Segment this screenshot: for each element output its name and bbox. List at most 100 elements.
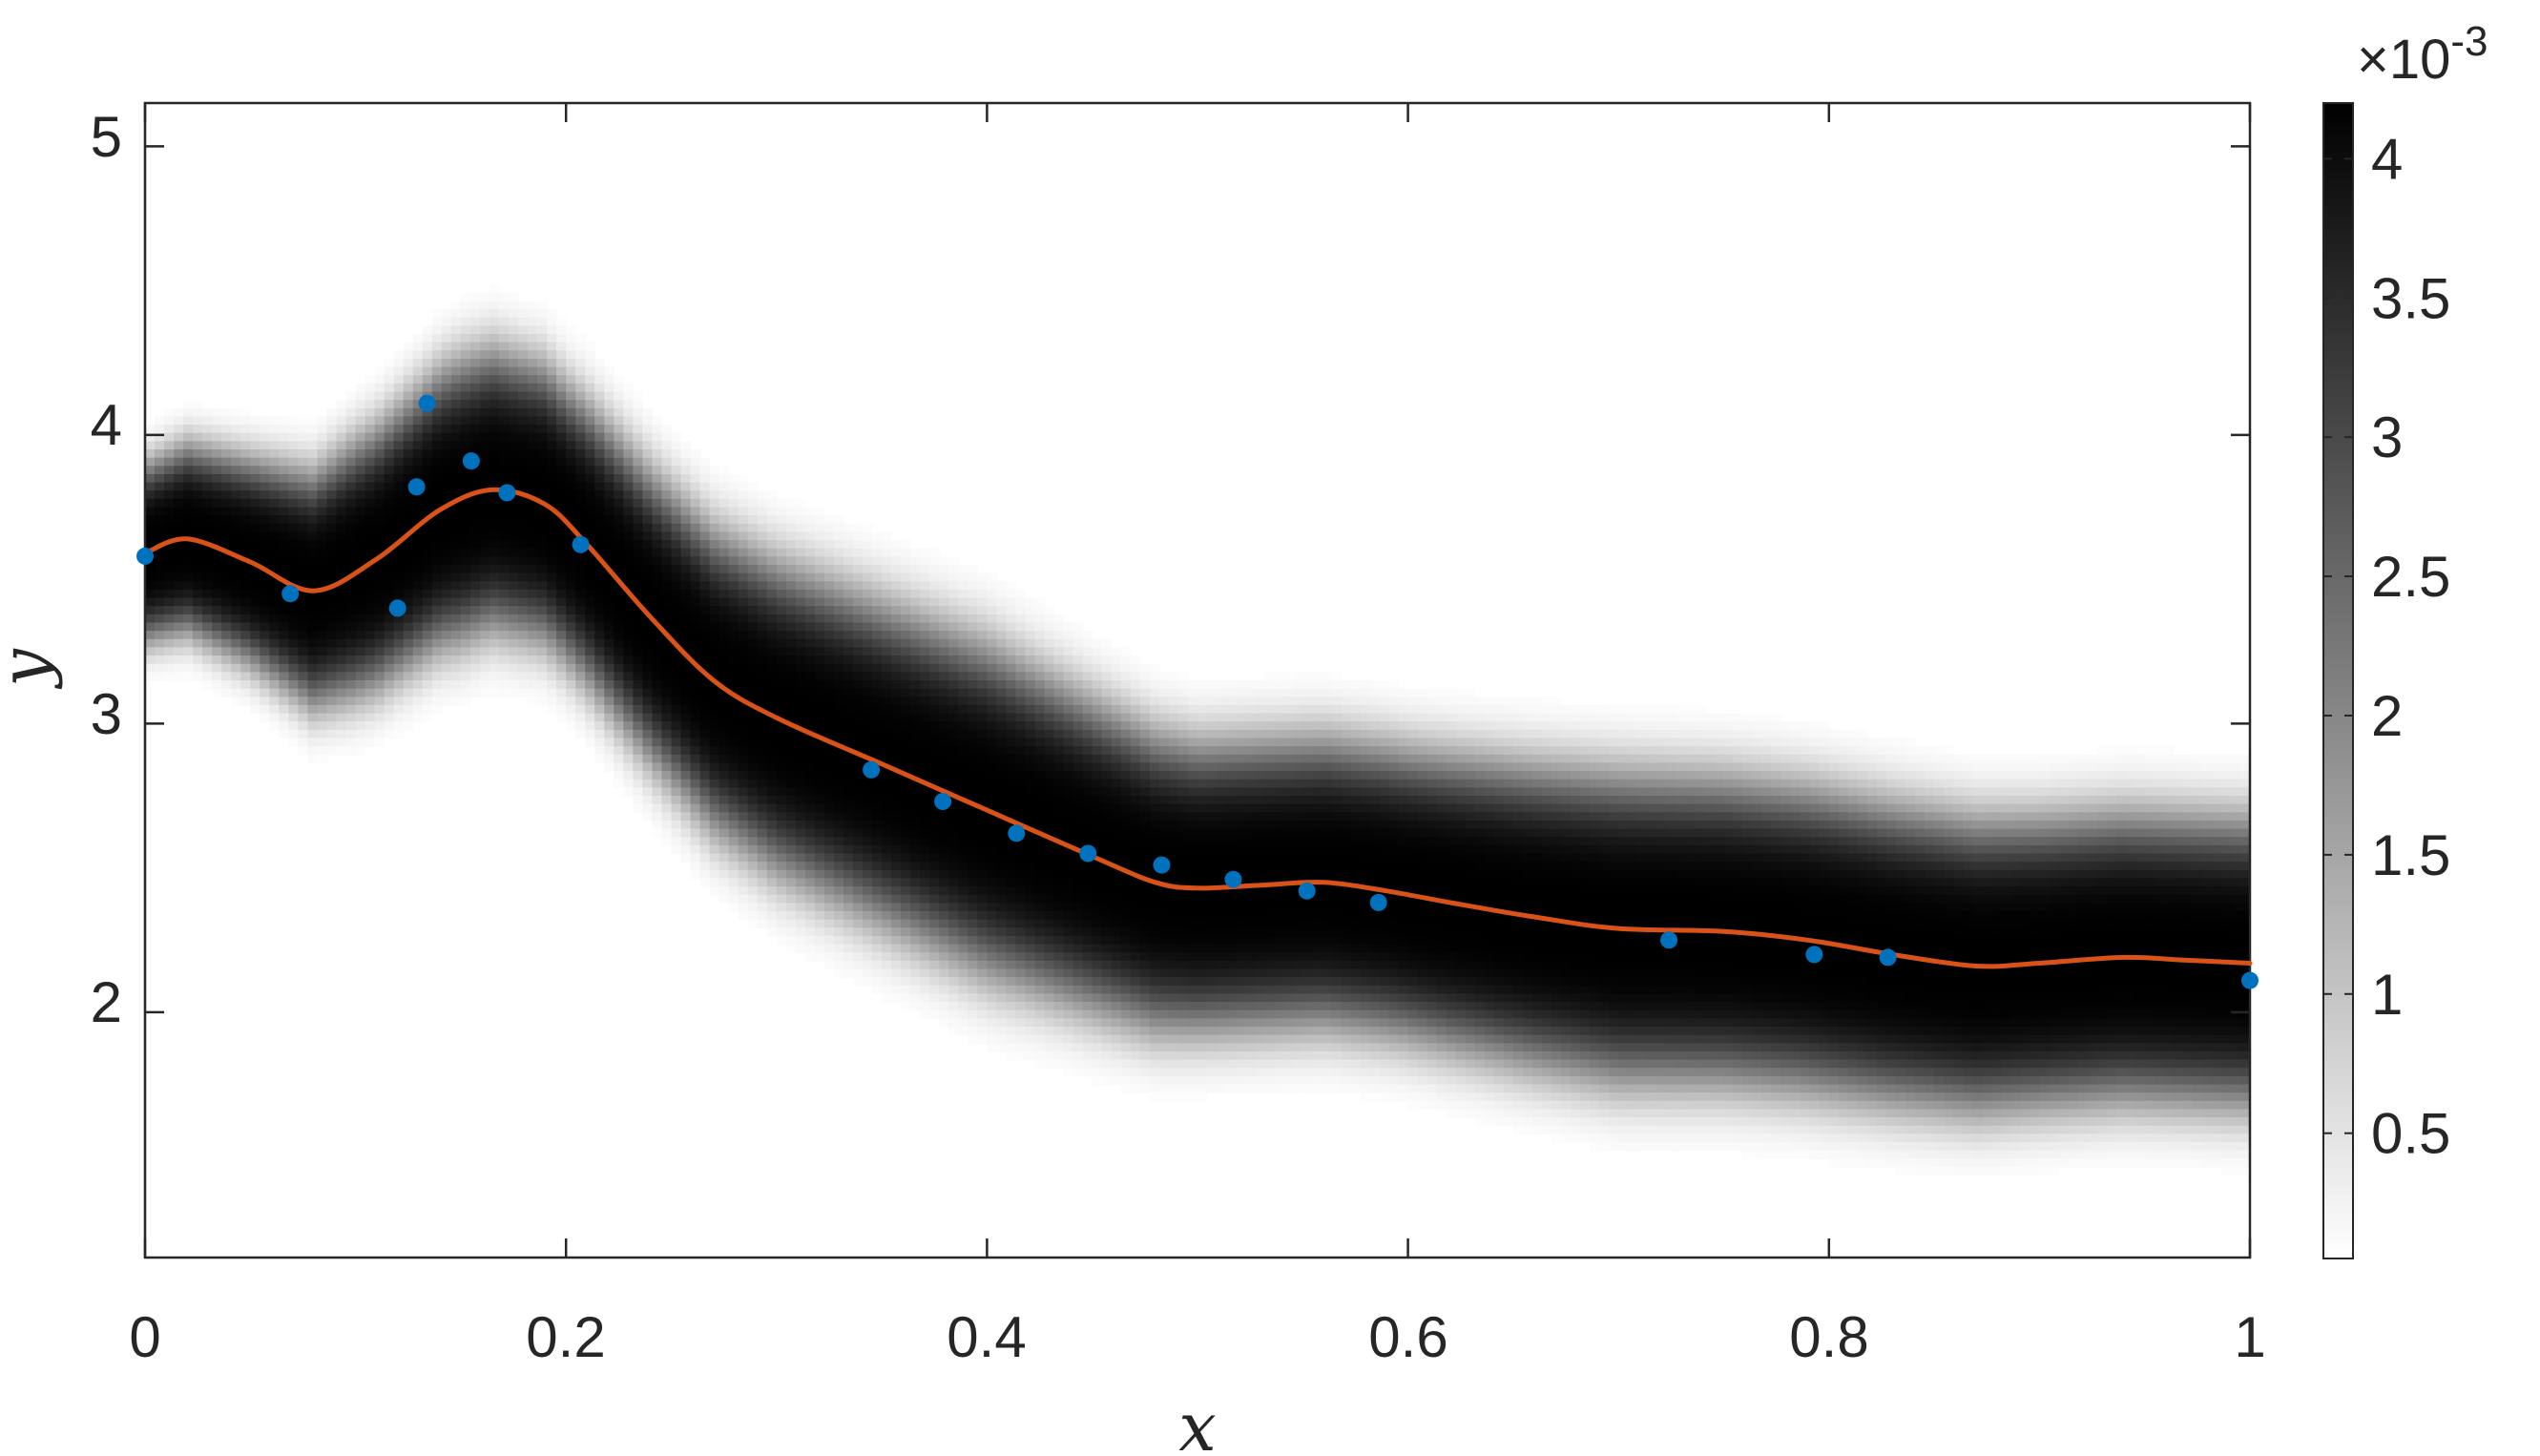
heatmap-cell: [939, 886, 949, 896]
heatmap-cell: [364, 622, 376, 632]
heatmap-cell: [652, 531, 663, 541]
heatmap-cell: [728, 878, 739, 887]
heatmap-cell: [460, 606, 471, 615]
heatmap-cell: [833, 803, 844, 813]
heatmap-cell: [221, 457, 232, 467]
heatmap-cell: [863, 597, 873, 607]
heatmap-cell: [728, 886, 739, 896]
heatmap-cell: [499, 498, 510, 509]
heatmap-cell: [1015, 878, 1027, 887]
heatmap-cell: [977, 614, 989, 624]
heatmap-cell: [623, 738, 635, 747]
heatmap-cell: [193, 655, 203, 665]
heatmap-cell: [804, 565, 816, 574]
heatmap-cell: [1072, 631, 1084, 640]
heatmap-cell: [901, 803, 911, 813]
heatmap-cell: [1034, 663, 1046, 674]
heatmap-cell: [795, 631, 806, 640]
heatmap-cell: [804, 779, 816, 789]
heatmap-cell: [823, 672, 835, 681]
heatmap-cell: [604, 655, 615, 665]
heatmap-cell: [977, 704, 989, 715]
heatmap-cell: [958, 812, 969, 822]
heatmap-cell: [1006, 1034, 1017, 1044]
heatmap-cell: [528, 655, 538, 665]
heatmap-cell: [298, 482, 309, 491]
heatmap-cell: [1053, 927, 1065, 937]
heatmap-cell: [460, 292, 471, 302]
heatmap-cell: [1072, 779, 1084, 789]
heatmap-cell: [240, 523, 251, 533]
heatmap-cell: [1111, 787, 1122, 797]
heatmap-cell: [1044, 803, 1055, 813]
heatmap-cell: [518, 581, 529, 591]
heatmap-cell: [1072, 1034, 1084, 1044]
heatmap-cell: [174, 523, 184, 533]
heatmap-cell: [604, 697, 615, 706]
heatmap-cell: [747, 886, 759, 896]
heatmap-cell: [489, 572, 500, 582]
heatmap-cell: [901, 935, 911, 946]
heatmap-cell: [1015, 697, 1027, 706]
heatmap-cell: [326, 606, 338, 615]
heatmap-cell: [537, 466, 548, 475]
heatmap-cell: [393, 391, 405, 401]
heatmap-cell: [738, 663, 749, 674]
heatmap-cell: [1034, 754, 1046, 764]
heatmap-cell: [326, 416, 338, 426]
heatmap-cell: [614, 391, 625, 401]
heatmap-cell: [279, 622, 290, 632]
heatmap-cell: [145, 432, 156, 443]
heatmap-cell: [1034, 985, 1046, 995]
heatmap-cell: [345, 647, 357, 656]
heatmap-cell: [422, 523, 433, 533]
heatmap-cell: [307, 556, 319, 566]
heatmap-cell: [260, 663, 271, 674]
heatmap-cell: [469, 614, 481, 624]
heatmap-cell: [1101, 787, 1113, 797]
heatmap-cell: [260, 688, 271, 697]
heatmap-cell: [336, 680, 347, 690]
heatmap-cell: [920, 622, 930, 632]
heatmap-cell: [987, 721, 998, 731]
heatmap-cell: [202, 425, 213, 434]
heatmap-cell: [843, 754, 854, 764]
heatmap-cell: [317, 746, 328, 756]
heatmap-cell: [604, 473, 615, 484]
heatmap-cell: [499, 556, 510, 566]
heatmap-cell: [422, 680, 433, 690]
heatmap-cell: [948, 853, 960, 863]
heatmap-cell: [920, 754, 930, 764]
heatmap-cell: [528, 556, 538, 566]
heatmap-cell: [642, 407, 654, 418]
heatmap-cell: [1006, 1009, 1017, 1020]
heatmap-cell: [968, 935, 979, 946]
heatmap-cell: [202, 655, 213, 665]
heatmap-cell: [384, 704, 395, 715]
heatmap-cell: [977, 1002, 989, 1011]
heatmap-cell: [680, 523, 692, 533]
heatmap-cell: [1025, 738, 1036, 747]
heatmap-cell: [307, 507, 319, 516]
heatmap-cell: [298, 721, 309, 731]
heatmap-cell: [469, 292, 481, 302]
heatmap-cell: [920, 935, 930, 946]
heatmap-cell: [910, 663, 921, 674]
heatmap-cell: [1025, 1009, 1036, 1020]
heatmap-cell: [298, 425, 309, 434]
heatmap-cell: [240, 407, 251, 418]
heatmap-cell: [776, 738, 787, 747]
heatmap-cell: [585, 647, 595, 656]
heatmap-cell: [718, 878, 730, 887]
heatmap-cell: [384, 531, 395, 541]
heatmap-cell: [690, 672, 701, 681]
heatmap-cell: [1034, 1050, 1046, 1061]
heatmap-cell: [690, 663, 701, 674]
heatmap-cell: [431, 383, 443, 393]
heatmap-cell: [479, 292, 490, 302]
heatmap-cell: [556, 334, 567, 343]
heatmap-cell: [1044, 985, 1055, 995]
heatmap-cell: [853, 622, 864, 632]
heatmap-cell: [317, 614, 328, 624]
heatmap-cell: [958, 1002, 969, 1011]
